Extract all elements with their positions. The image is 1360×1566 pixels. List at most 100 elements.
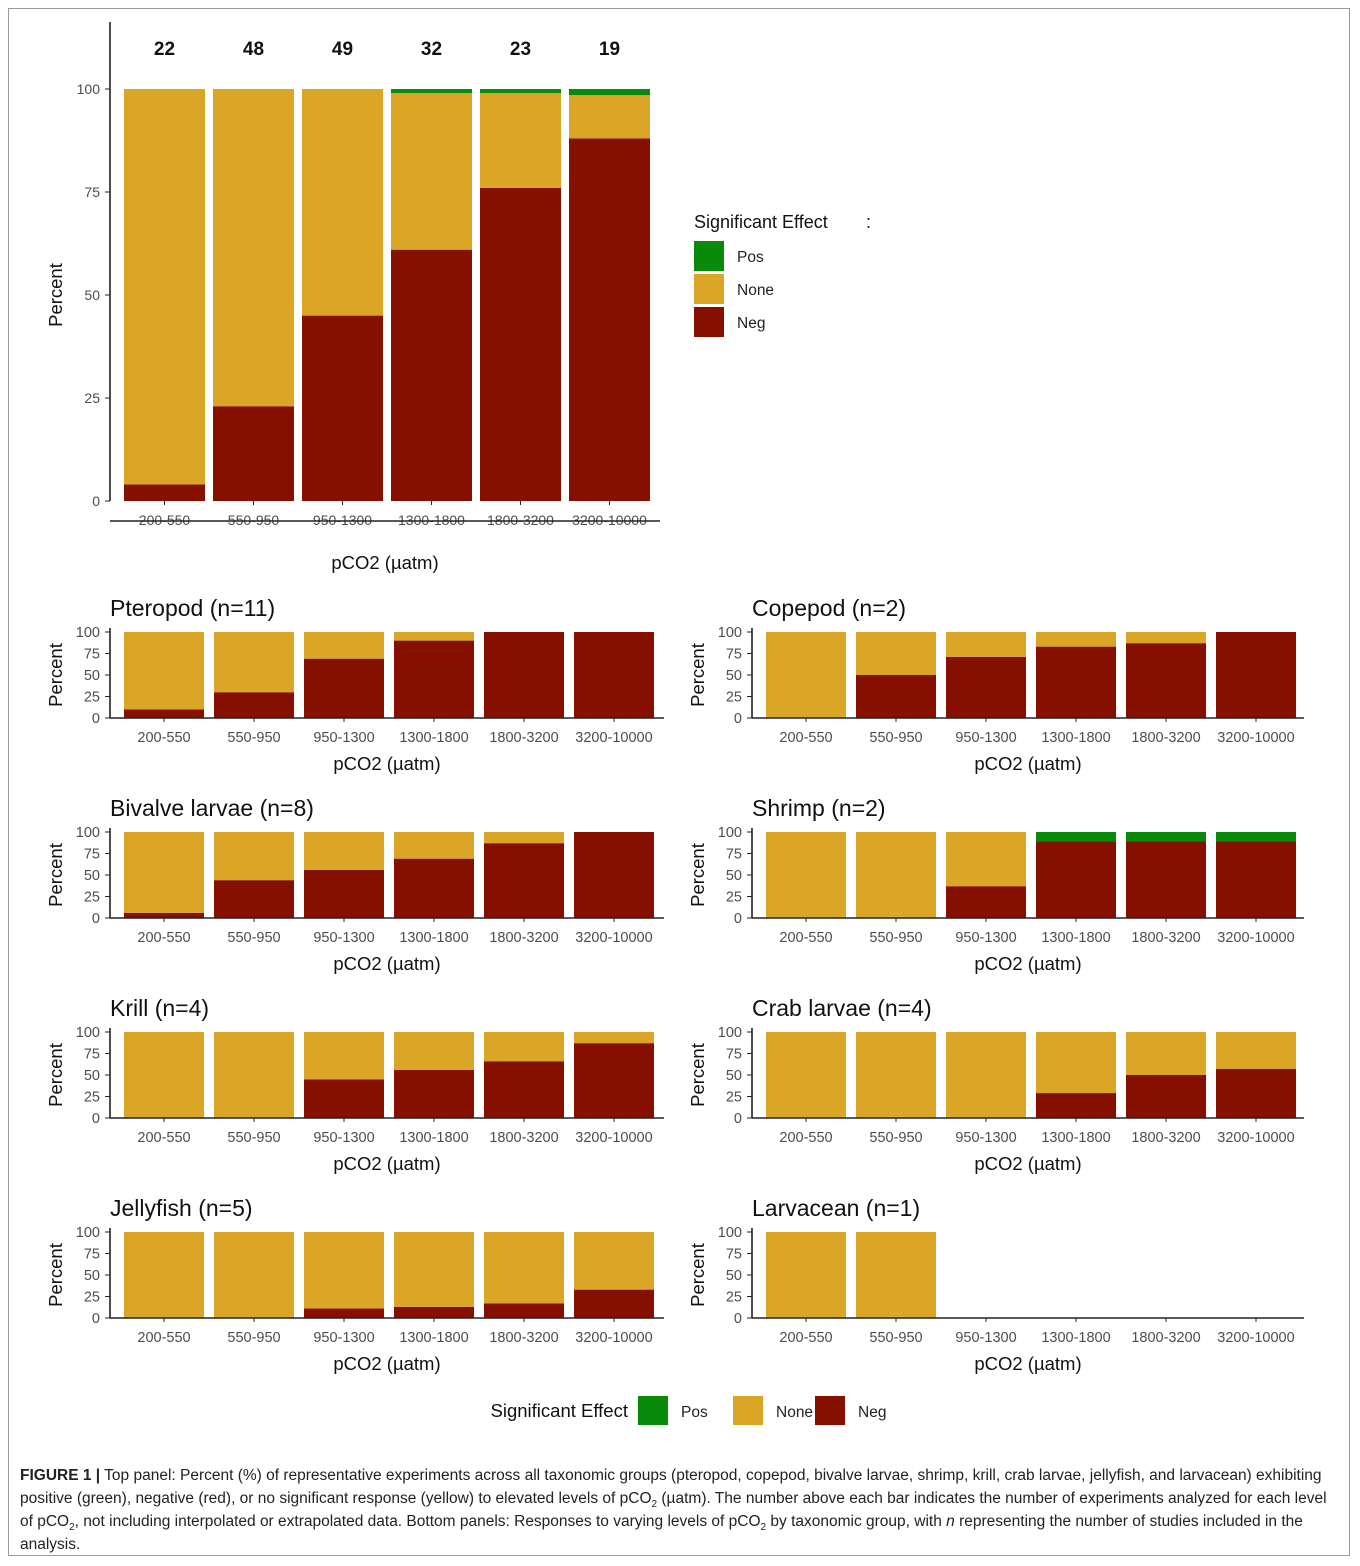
x-tick-label: 1800-3200 (1131, 1330, 1200, 1346)
y-tick-label: 100 (718, 625, 742, 641)
bar-segment-none (1036, 1032, 1116, 1094)
bar-segment-none (946, 1032, 1026, 1118)
bar-segment-neg (484, 843, 564, 918)
caption-text-5: representing the number of studies inclu… (20, 1513, 1303, 1553)
bar-segment-neg (574, 1043, 654, 1118)
y-tick-label: 0 (734, 1111, 742, 1127)
bar-segment-none (124, 1232, 204, 1318)
chart-panel-6: Crab larvae (n=4) 200-550 550-950 950-1300 1… (687, 995, 1304, 1174)
x-axis-label: pCO2 (µatm) (974, 753, 1081, 774)
bar-segment-neg (480, 187, 561, 501)
bar-segment-none (766, 1232, 846, 1318)
bar-segment-neg (1216, 841, 1296, 918)
x-tick-label: 550-950 (227, 930, 280, 946)
x-tick-label: 1300-1800 (1041, 930, 1110, 946)
x-tick-label: 3200-10000 (1217, 930, 1294, 946)
legend-title-suffix: : (866, 212, 871, 232)
bar-count-label: 32 (421, 39, 442, 60)
x-tick-label: 550-950 (227, 1130, 280, 1146)
y-axis-label: Percent (45, 843, 66, 907)
bar-segment-neg (394, 1306, 474, 1318)
legend-label-none: None (737, 282, 774, 299)
legend-bottom-title: Significant Effect (491, 1400, 628, 1421)
bar-segment-none (574, 1032, 654, 1044)
x-axis-label: pCO2 (µatm) (974, 953, 1081, 974)
legend-bottom-label-pos: Pos (681, 1404, 708, 1421)
y-tick-label: 100 (76, 1225, 100, 1241)
y-tick-label: 50 (84, 1268, 100, 1284)
x-tick-label: 1800-3200 (489, 730, 558, 746)
y-tick-label: 0 (734, 711, 742, 727)
y-tick-label: 75 (84, 647, 100, 663)
bar-count-label: 49 (332, 39, 353, 60)
x-tick-label: 3200-10000 (1217, 1130, 1294, 1146)
bar-segment-pos (569, 89, 650, 96)
bar-segment-none (484, 1232, 564, 1304)
y-tick-label: 75 (726, 1247, 742, 1263)
legend-swatch-neg (694, 307, 724, 337)
legend-bottom-swatch-none (733, 1396, 763, 1425)
bar-count-label: 23 (510, 39, 531, 60)
y-tick-label: 50 (726, 1068, 742, 1084)
y-tick-label: 0 (92, 911, 100, 927)
legend-bottom-swatch-pos (638, 1396, 668, 1425)
figure-frame (8, 8, 1350, 1556)
x-tick-label: 1300-1800 (399, 1130, 468, 1146)
bar-segment-pos (480, 89, 561, 94)
y-axis-label: Percent (45, 1243, 66, 1307)
y-tick-label: 25 (84, 890, 100, 906)
bar-segment-neg (1036, 841, 1116, 918)
caption-subscript-1: 2 (651, 1499, 658, 1511)
x-tick-label: 200-550 (137, 930, 190, 946)
bar-segment-neg (304, 658, 384, 718)
y-tick-label: 25 (726, 1090, 742, 1106)
bar-segment-none (1126, 1032, 1206, 1075)
x-tick-label: 200-550 (779, 930, 832, 946)
y-tick-label: 50 (84, 668, 100, 684)
y-tick-label: 50 (84, 868, 100, 884)
y-tick-label: 75 (84, 1047, 100, 1063)
chart-panel-4: Shrimp (n=2) 200-550 550-950 950-1300 1300-1… (687, 795, 1304, 974)
bar-segment-pos (1126, 832, 1206, 842)
y-tick-label: 25 (726, 690, 742, 706)
x-tick-label: 1800-3200 (1131, 930, 1200, 946)
x-tick-label: 950-1300 (955, 930, 1016, 946)
x-tick-label: 1800-3200 (1131, 730, 1200, 746)
chart-panel-1: Pteropod (n=11) 200-550 550-950 950-1300 130… (45, 595, 664, 774)
bar-segment-neg (1216, 1068, 1296, 1118)
x-tick-label: 550-950 (869, 1330, 922, 1346)
x-tick-label: 1300-1800 (399, 1330, 468, 1346)
bar-segment-neg (856, 675, 936, 718)
x-tick-label: 550-950 (227, 730, 280, 746)
bar-segment-none (484, 832, 564, 844)
x-tick-label: 3200-10000 (575, 1130, 652, 1146)
bar-segment-none (1216, 1032, 1296, 1069)
bar-segment-none (214, 1032, 294, 1118)
bar-segment-neg (391, 249, 472, 501)
y-tick-label: 25 (84, 1090, 100, 1106)
bar-segment-neg (569, 138, 650, 501)
caption-subscript-3: 2 (760, 1522, 767, 1534)
x-tick-label: 950-1300 (313, 1330, 374, 1346)
x-axis-label: pCO2 (µatm) (333, 1353, 440, 1374)
bar-segment-neg (302, 315, 383, 501)
y-tick-label: 50 (84, 1068, 100, 1084)
y-tick-label: 100 (718, 1225, 742, 1241)
x-tick-label: 1300-1800 (1041, 1330, 1110, 1346)
y-tick-label: 75 (84, 184, 100, 200)
y-tick-label: 0 (92, 1311, 100, 1327)
x-tick-label: 1300-1800 (399, 730, 468, 746)
legend-title: Significant Effect (694, 212, 828, 232)
x-tick-label: 550-950 (869, 1130, 922, 1146)
bar-segment-none (304, 1032, 384, 1080)
bar-segment-neg (484, 1303, 564, 1318)
y-tick-label: 100 (76, 1025, 100, 1041)
bar-segment-none (391, 93, 472, 250)
bar-segment-neg (394, 640, 474, 718)
bar-segment-neg (124, 709, 204, 718)
y-tick-label: 0 (734, 911, 742, 927)
bar-segment-pos (391, 89, 472, 94)
bar-segment-none (484, 1032, 564, 1062)
y-tick-label: 25 (84, 1290, 100, 1306)
bar-segment-pos (1036, 832, 1116, 842)
